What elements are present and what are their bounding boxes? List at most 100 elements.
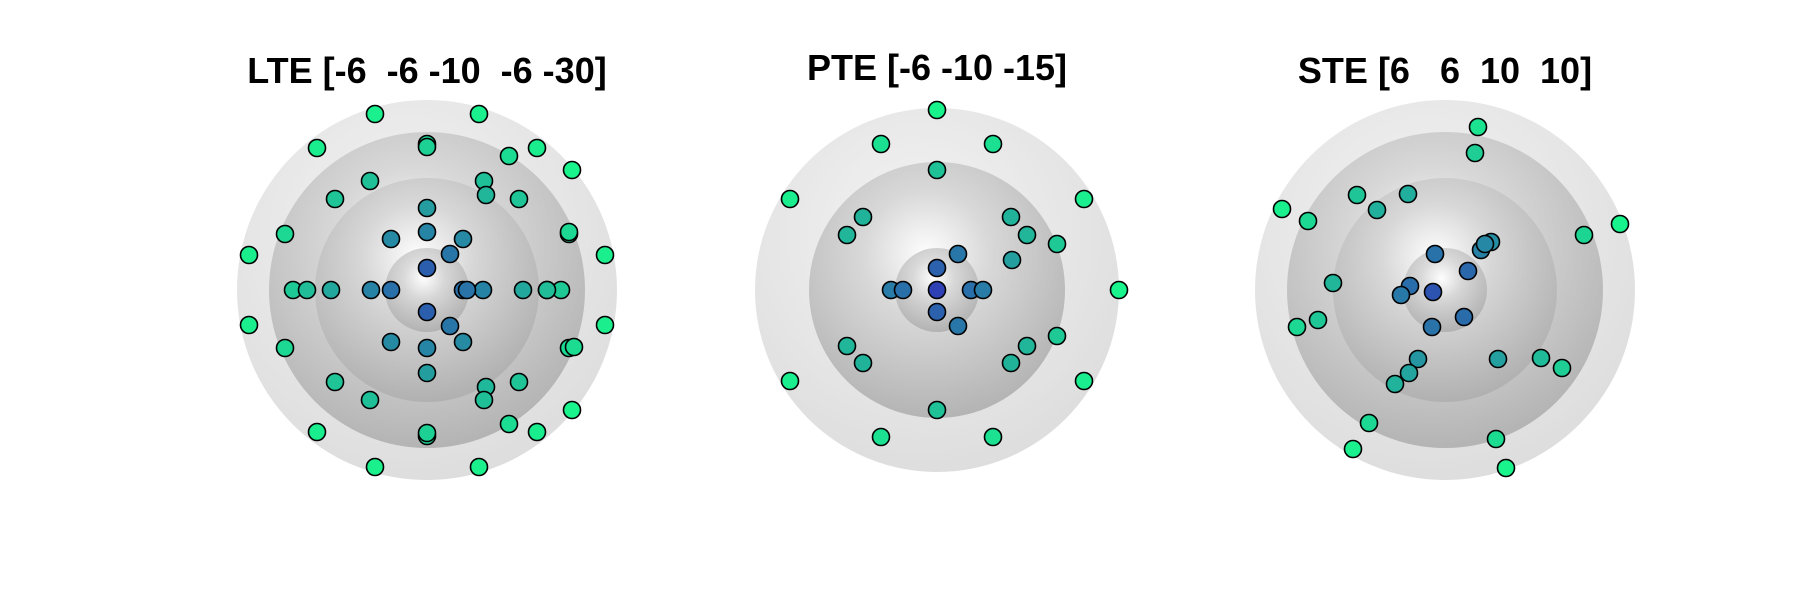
sample-point bbox=[417, 302, 437, 322]
sample-point bbox=[1001, 207, 1021, 227]
sample-point bbox=[1475, 234, 1495, 254]
sample-point bbox=[1359, 413, 1379, 433]
sample-point bbox=[1074, 371, 1094, 391]
sample-point bbox=[469, 457, 489, 477]
sample-point bbox=[381, 229, 401, 249]
sample-point bbox=[1391, 285, 1411, 305]
sample-point bbox=[927, 280, 947, 300]
sample-point bbox=[1398, 184, 1418, 204]
sample-point bbox=[983, 427, 1003, 447]
sample-point bbox=[417, 137, 437, 157]
sample-point bbox=[1468, 117, 1488, 137]
panel-lte: LTE [-6 -6 -10 -6 -30] bbox=[237, 50, 617, 480]
sample-point bbox=[440, 244, 460, 264]
sphere-shell-core bbox=[385, 248, 469, 332]
sample-point bbox=[275, 224, 295, 244]
sample-point bbox=[361, 280, 381, 300]
sample-point bbox=[1298, 211, 1318, 231]
sample-point bbox=[927, 258, 947, 278]
sample-point bbox=[1574, 225, 1594, 245]
sphere-ste bbox=[1255, 100, 1635, 480]
sample-point bbox=[509, 372, 529, 392]
sample-point bbox=[1047, 234, 1067, 254]
sample-point bbox=[973, 280, 993, 300]
sample-point bbox=[853, 353, 873, 373]
sample-point bbox=[381, 280, 401, 300]
sample-point bbox=[837, 336, 857, 356]
sample-point bbox=[893, 280, 913, 300]
sample-point bbox=[1074, 189, 1094, 209]
sample-point bbox=[1465, 143, 1485, 163]
sample-point bbox=[513, 280, 533, 300]
sample-point bbox=[457, 280, 477, 300]
sample-point bbox=[595, 245, 615, 265]
sample-point bbox=[1343, 439, 1363, 459]
sample-point bbox=[1367, 200, 1387, 220]
sample-point bbox=[983, 134, 1003, 154]
sample-point bbox=[321, 280, 341, 300]
sample-point bbox=[1287, 317, 1307, 337]
sample-point bbox=[1323, 273, 1343, 293]
sample-point bbox=[499, 414, 519, 434]
sample-point bbox=[239, 245, 259, 265]
sample-point bbox=[537, 280, 557, 300]
sample-point bbox=[473, 280, 493, 300]
sample-point bbox=[1002, 250, 1022, 270]
panel-ste: STE [6 6 10 10] bbox=[1255, 50, 1635, 480]
sample-point bbox=[360, 390, 380, 410]
sample-point bbox=[1425, 244, 1445, 264]
sample-point bbox=[1552, 358, 1572, 378]
sample-point bbox=[564, 337, 584, 357]
sample-point bbox=[927, 100, 947, 120]
sample-point bbox=[469, 104, 489, 124]
sample-point bbox=[1531, 348, 1551, 368]
sample-point bbox=[853, 207, 873, 227]
sample-point bbox=[509, 189, 529, 209]
sample-point bbox=[1109, 280, 1129, 300]
sample-point bbox=[1486, 429, 1506, 449]
sample-point bbox=[1454, 307, 1474, 327]
sample-point bbox=[417, 258, 437, 278]
sample-point bbox=[1610, 214, 1630, 234]
sample-point bbox=[476, 185, 496, 205]
sample-point bbox=[562, 400, 582, 420]
sample-point bbox=[780, 189, 800, 209]
sample-point bbox=[1488, 349, 1508, 369]
sample-point bbox=[307, 138, 327, 158]
sample-point bbox=[1017, 225, 1037, 245]
panel-title-ste: STE [6 6 10 10] bbox=[1298, 50, 1592, 91]
sample-point bbox=[927, 302, 947, 322]
sample-point bbox=[948, 244, 968, 264]
sample-point bbox=[1422, 317, 1442, 337]
sample-point bbox=[453, 332, 473, 352]
sample-point bbox=[440, 316, 460, 336]
sample-point bbox=[1272, 199, 1292, 219]
sample-point bbox=[927, 160, 947, 180]
sample-point bbox=[1408, 349, 1428, 369]
sample-point bbox=[871, 427, 891, 447]
sample-point bbox=[325, 372, 345, 392]
sample-point bbox=[927, 400, 947, 420]
sample-point bbox=[1423, 282, 1443, 302]
sample-point bbox=[474, 390, 494, 410]
sample-point bbox=[275, 338, 295, 358]
sample-point bbox=[365, 457, 385, 477]
sample-point bbox=[417, 363, 437, 383]
sample-point bbox=[239, 315, 259, 335]
sample-point bbox=[1017, 336, 1037, 356]
sample-point bbox=[417, 222, 437, 242]
sample-point bbox=[1001, 353, 1021, 373]
sample-point bbox=[365, 104, 385, 124]
sample-point bbox=[1458, 261, 1478, 281]
sample-point bbox=[527, 422, 547, 442]
sample-point bbox=[780, 371, 800, 391]
sample-point bbox=[948, 316, 968, 336]
sample-point bbox=[527, 138, 547, 158]
sample-point bbox=[360, 171, 380, 191]
sample-point bbox=[595, 315, 615, 335]
sample-point bbox=[837, 225, 857, 245]
points-lte bbox=[239, 104, 615, 477]
sample-point bbox=[871, 134, 891, 154]
sample-point bbox=[325, 189, 345, 209]
